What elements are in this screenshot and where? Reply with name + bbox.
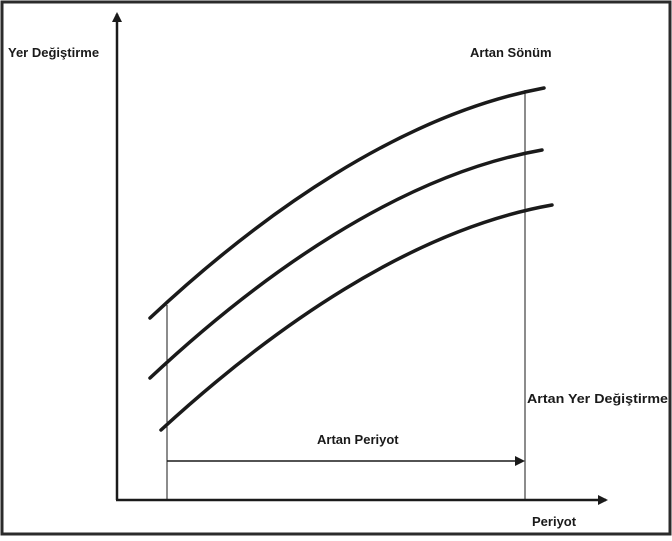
lower-curve (159, 203, 554, 432)
displacement-label: Artan Yer Değiştirme (527, 391, 668, 406)
upper-curve (148, 86, 546, 320)
middle-curve (148, 148, 544, 380)
period-label: Artan Periyot (317, 432, 399, 447)
damping-label: Artan Sönüm (470, 45, 552, 60)
x-axis-label: Periyot (532, 514, 577, 529)
y-axis-label: Yer Değiştirme (8, 45, 99, 60)
